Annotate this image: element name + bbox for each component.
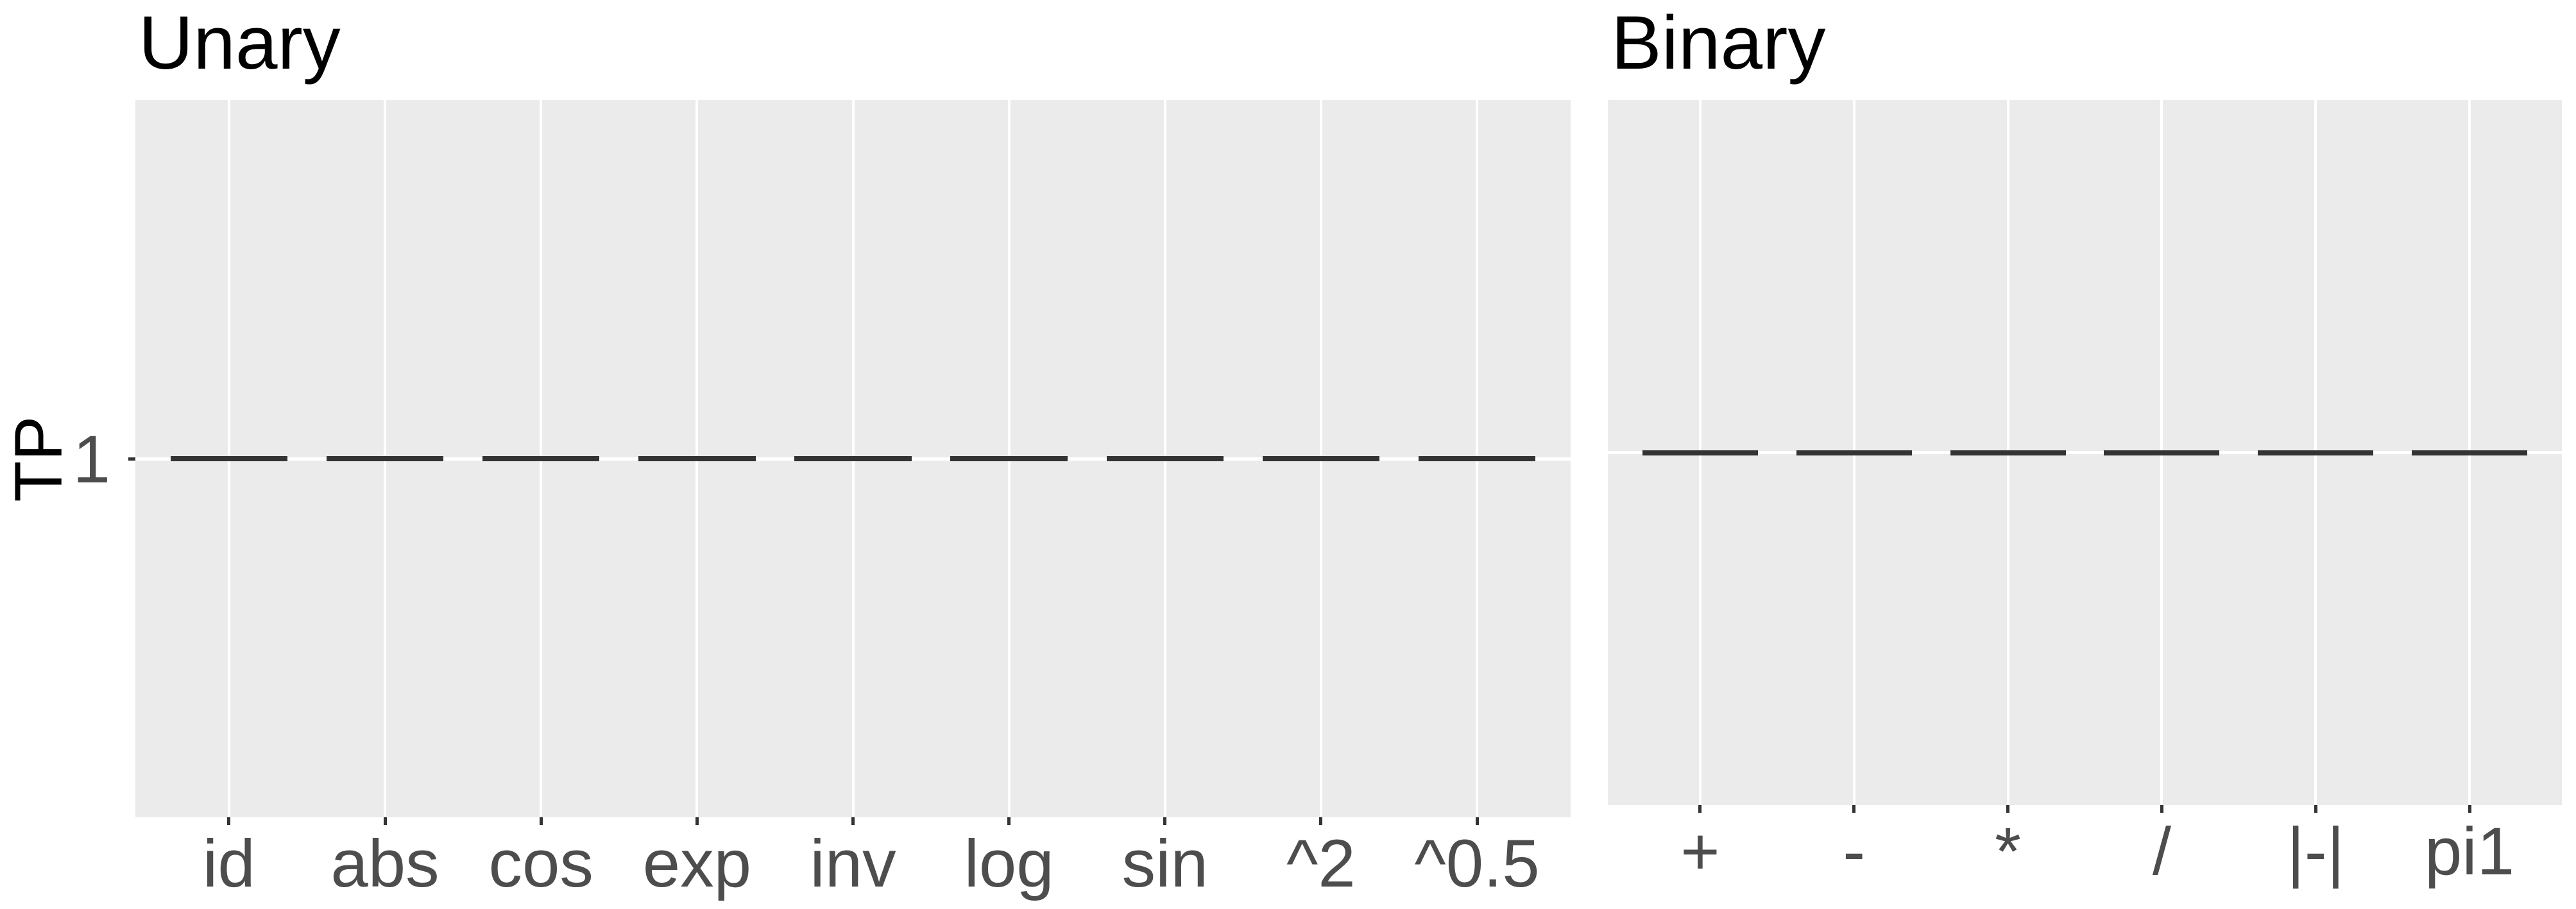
value-segment xyxy=(326,456,444,461)
value-segment xyxy=(170,456,288,461)
value-segment xyxy=(1796,450,1912,455)
value-segment xyxy=(2104,450,2220,455)
x-tick-mark xyxy=(1319,817,1323,825)
x-tick-mark xyxy=(695,817,699,825)
value-segment xyxy=(794,456,912,461)
panel-unary xyxy=(135,100,1571,817)
x-tick-label: sin xyxy=(1122,826,1208,901)
value-segment xyxy=(638,456,756,461)
x-tick-mark xyxy=(1698,805,1702,813)
x-tick-label: / xyxy=(2152,814,2171,889)
panel-title-unary: Unary xyxy=(139,1,341,85)
x-tick-mark xyxy=(539,817,543,825)
value-segment xyxy=(1950,450,2066,455)
value-segment xyxy=(950,456,1068,461)
x-tick-label: |-| xyxy=(2287,814,2345,889)
value-segment xyxy=(1106,456,1224,461)
value-segment xyxy=(482,456,600,461)
x-tick-mark xyxy=(1007,817,1011,825)
x-tick-mark xyxy=(383,817,387,825)
x-tick-mark xyxy=(1852,805,1856,813)
x-tick-label: exp xyxy=(642,826,751,901)
x-tick-label: ^0.5 xyxy=(1414,826,1540,901)
x-tick-label: ^2 xyxy=(1286,826,1356,901)
x-tick-label: pi1 xyxy=(2425,814,2515,889)
value-segment xyxy=(1418,456,1536,461)
x-tick-mark xyxy=(2160,805,2163,813)
x-tick-mark xyxy=(227,817,231,825)
x-tick-mark xyxy=(2006,805,2010,813)
x-tick-mark xyxy=(1475,817,1479,825)
x-tick-mark xyxy=(2468,805,2471,813)
x-tick-label: inv xyxy=(810,826,896,901)
x-tick-label: cos xyxy=(488,826,593,901)
gridline-horizontal xyxy=(1608,451,2562,454)
x-tick-label: - xyxy=(1843,814,1866,889)
value-segment xyxy=(2412,450,2528,455)
x-tick-mark xyxy=(1163,817,1167,825)
panel-title-binary: Binary xyxy=(1611,1,1826,85)
value-segment xyxy=(1262,456,1380,461)
panel-binary xyxy=(1608,100,2562,805)
value-segment xyxy=(1642,450,1758,455)
x-tick-mark xyxy=(851,817,855,825)
y-axis-tick-mark xyxy=(128,457,135,461)
y-axis-tick-label: 1 xyxy=(73,422,110,497)
x-tick-label: log xyxy=(964,826,1054,901)
x-tick-label: * xyxy=(1995,814,2022,889)
x-tick-mark xyxy=(2314,805,2317,813)
x-tick-label: + xyxy=(1680,814,1720,889)
x-tick-label: id xyxy=(203,826,255,901)
value-segment xyxy=(2258,450,2374,455)
x-tick-label: abs xyxy=(330,826,439,901)
